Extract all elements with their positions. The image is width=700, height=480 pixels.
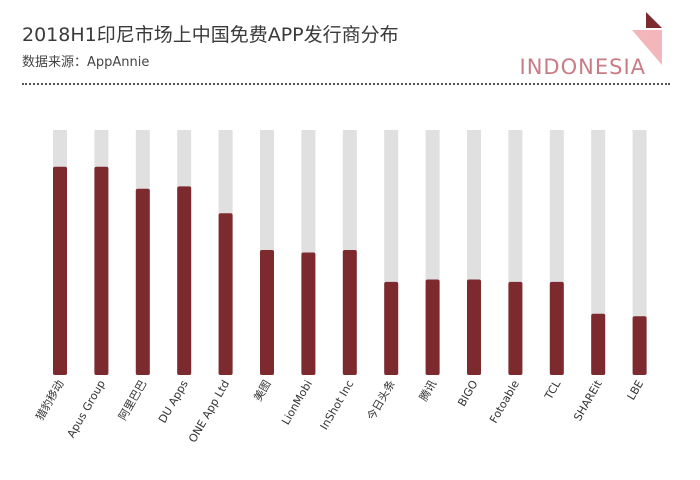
x-tick-label: Fotoable: [487, 378, 522, 426]
bar: [384, 281, 399, 375]
bar-track: [632, 130, 647, 375]
bar: [301, 252, 316, 375]
x-tick-label: SHAREit: [571, 377, 605, 423]
x-tick-label: Apus Group: [65, 378, 108, 440]
corner-triangle-decoration: [632, 12, 662, 65]
x-tick-label: ONE App Ltd: [186, 378, 232, 445]
bar: [53, 166, 67, 375]
x-tick-label: LionMobi: [279, 378, 315, 427]
bar: [508, 281, 523, 375]
x-tick-label: InShot Inc: [318, 378, 357, 432]
bar: [218, 213, 233, 375]
data-source: 数据来源：AppAnnie: [22, 55, 150, 70]
corner-dark-triangle: [646, 12, 662, 28]
x-tick-label: 阿里巴巴: [116, 378, 149, 423]
x-tick-label: 美图: [251, 378, 273, 404]
x-tick-label: 腾讯: [416, 378, 439, 404]
x-tick-label: TCL: [542, 377, 564, 402]
bar: [260, 250, 274, 375]
bar: [632, 316, 647, 375]
x-tick-label: 今日头条: [364, 378, 398, 423]
bar: [549, 281, 564, 375]
bar: [94, 166, 109, 375]
page-title: 2018H1印尼市场上中国免费APP发行商分布: [22, 24, 399, 46]
bar: [591, 313, 606, 375]
bar: [135, 188, 150, 375]
bar: [467, 279, 481, 375]
corner-pink-triangle: [632, 30, 662, 65]
x-tick-label: BIGO: [455, 378, 480, 409]
x-tick-label: LBE: [625, 378, 647, 402]
bar: [342, 250, 357, 375]
x-tick-label: DU Apps: [156, 378, 191, 426]
bar: [177, 186, 192, 375]
header-divider: [22, 83, 670, 85]
bar: [425, 279, 440, 375]
x-tick-label: 猎豹移动: [32, 378, 66, 423]
country-label: INDONESIA: [519, 55, 646, 79]
